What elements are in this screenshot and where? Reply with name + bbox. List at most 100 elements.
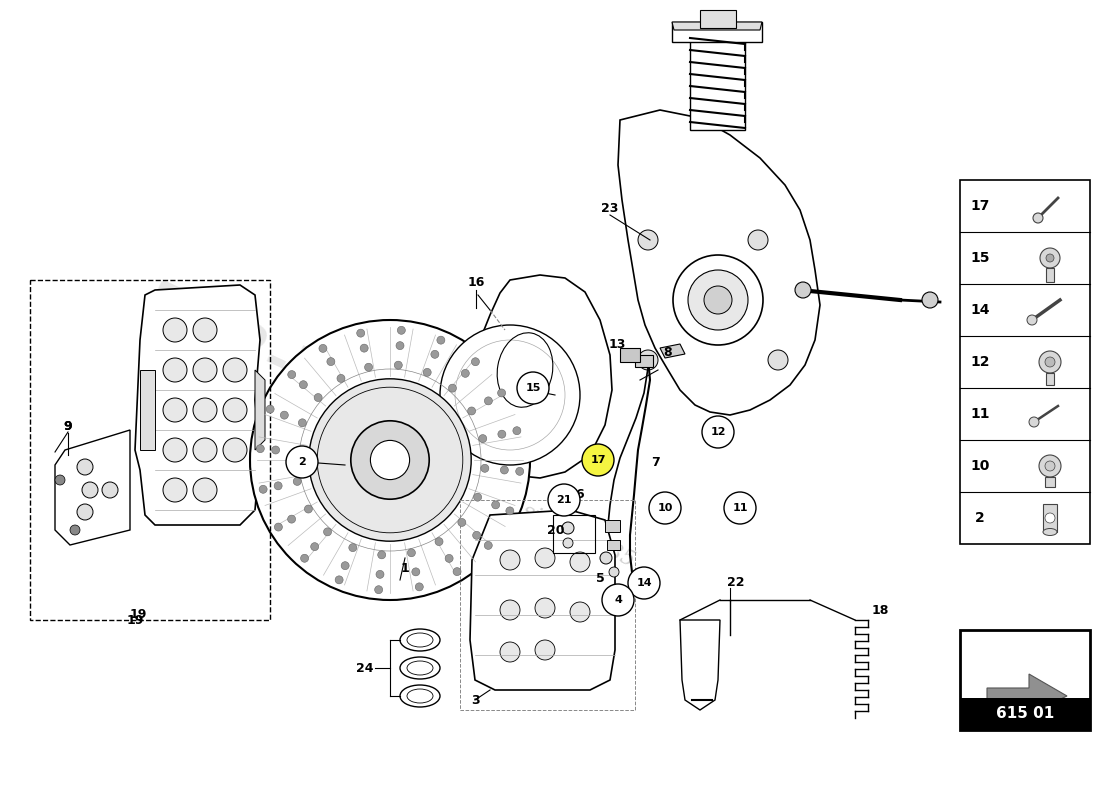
Circle shape — [337, 374, 345, 382]
Circle shape — [472, 358, 480, 366]
Circle shape — [649, 492, 681, 524]
Circle shape — [407, 549, 416, 557]
Bar — [960, 698, 1090, 730]
Circle shape — [288, 370, 296, 378]
Circle shape — [55, 475, 65, 485]
Circle shape — [294, 478, 301, 486]
Text: 9: 9 — [64, 419, 73, 433]
Circle shape — [484, 397, 493, 405]
Text: 18: 18 — [871, 603, 889, 617]
Polygon shape — [470, 510, 615, 690]
Circle shape — [292, 448, 299, 456]
Circle shape — [1040, 248, 1060, 268]
Circle shape — [299, 381, 307, 389]
Text: 19: 19 — [126, 614, 144, 626]
Circle shape — [223, 358, 248, 382]
Circle shape — [1040, 351, 1062, 373]
Bar — [1046, 268, 1054, 282]
Circle shape — [300, 554, 309, 562]
Circle shape — [163, 358, 187, 382]
Text: 16: 16 — [468, 275, 485, 289]
Bar — [960, 180, 1090, 544]
Circle shape — [286, 446, 318, 478]
Ellipse shape — [400, 685, 440, 707]
Bar — [960, 630, 1090, 730]
Text: 5: 5 — [595, 571, 604, 585]
Circle shape — [102, 482, 118, 498]
Text: 15: 15 — [970, 251, 990, 265]
Text: 11: 11 — [733, 503, 748, 513]
Circle shape — [163, 318, 187, 342]
Circle shape — [492, 501, 499, 509]
Circle shape — [260, 486, 267, 494]
Text: 17: 17 — [970, 199, 990, 213]
Circle shape — [305, 505, 312, 513]
Circle shape — [192, 318, 217, 342]
Circle shape — [266, 405, 274, 413]
Circle shape — [922, 292, 938, 308]
Circle shape — [563, 538, 573, 548]
Text: 19: 19 — [130, 607, 146, 621]
Circle shape — [397, 326, 405, 334]
Text: EUR-PARTS: EUR-PARTS — [133, 278, 486, 482]
Circle shape — [517, 372, 549, 404]
Polygon shape — [618, 110, 820, 415]
Circle shape — [394, 361, 403, 369]
Circle shape — [256, 445, 264, 453]
Circle shape — [364, 363, 373, 371]
Circle shape — [192, 358, 217, 382]
Circle shape — [336, 576, 343, 584]
Circle shape — [748, 230, 768, 250]
Circle shape — [1027, 315, 1037, 325]
Ellipse shape — [400, 657, 440, 679]
Circle shape — [431, 350, 439, 358]
Circle shape — [481, 464, 488, 472]
Circle shape — [446, 554, 453, 562]
Circle shape — [458, 518, 465, 526]
Bar — [30, 280, 270, 620]
Circle shape — [548, 484, 580, 516]
Circle shape — [704, 286, 732, 314]
Circle shape — [638, 230, 658, 250]
Bar — [672, 22, 762, 42]
Circle shape — [1040, 455, 1062, 477]
Circle shape — [250, 320, 530, 600]
Circle shape — [192, 398, 217, 422]
Text: 8: 8 — [663, 346, 672, 358]
Text: 1: 1 — [400, 562, 409, 574]
Circle shape — [535, 640, 556, 660]
Ellipse shape — [407, 661, 433, 675]
Text: 9: 9 — [64, 419, 73, 433]
Circle shape — [274, 482, 282, 490]
Ellipse shape — [400, 629, 440, 651]
Circle shape — [416, 583, 424, 591]
Circle shape — [349, 544, 356, 552]
Circle shape — [377, 551, 386, 559]
Circle shape — [274, 523, 283, 531]
Circle shape — [484, 542, 493, 550]
Text: 4: 4 — [614, 595, 622, 605]
Circle shape — [223, 398, 248, 422]
Polygon shape — [255, 370, 265, 450]
Circle shape — [192, 438, 217, 462]
Circle shape — [562, 522, 574, 534]
Circle shape — [341, 562, 349, 570]
Text: a passion for parts since 1985: a passion for parts since 1985 — [321, 408, 639, 572]
Circle shape — [1033, 213, 1043, 223]
Circle shape — [516, 467, 524, 475]
Polygon shape — [55, 430, 130, 545]
Bar — [553, 515, 595, 553]
Circle shape — [163, 478, 187, 502]
Circle shape — [506, 507, 514, 515]
Circle shape — [724, 492, 756, 524]
Circle shape — [535, 598, 556, 618]
Circle shape — [570, 602, 590, 622]
Circle shape — [411, 568, 420, 576]
Circle shape — [453, 568, 461, 576]
Circle shape — [535, 548, 556, 568]
Circle shape — [82, 482, 98, 498]
Polygon shape — [660, 344, 685, 358]
Circle shape — [375, 586, 383, 594]
Circle shape — [1028, 417, 1040, 427]
Text: 12: 12 — [711, 427, 726, 437]
